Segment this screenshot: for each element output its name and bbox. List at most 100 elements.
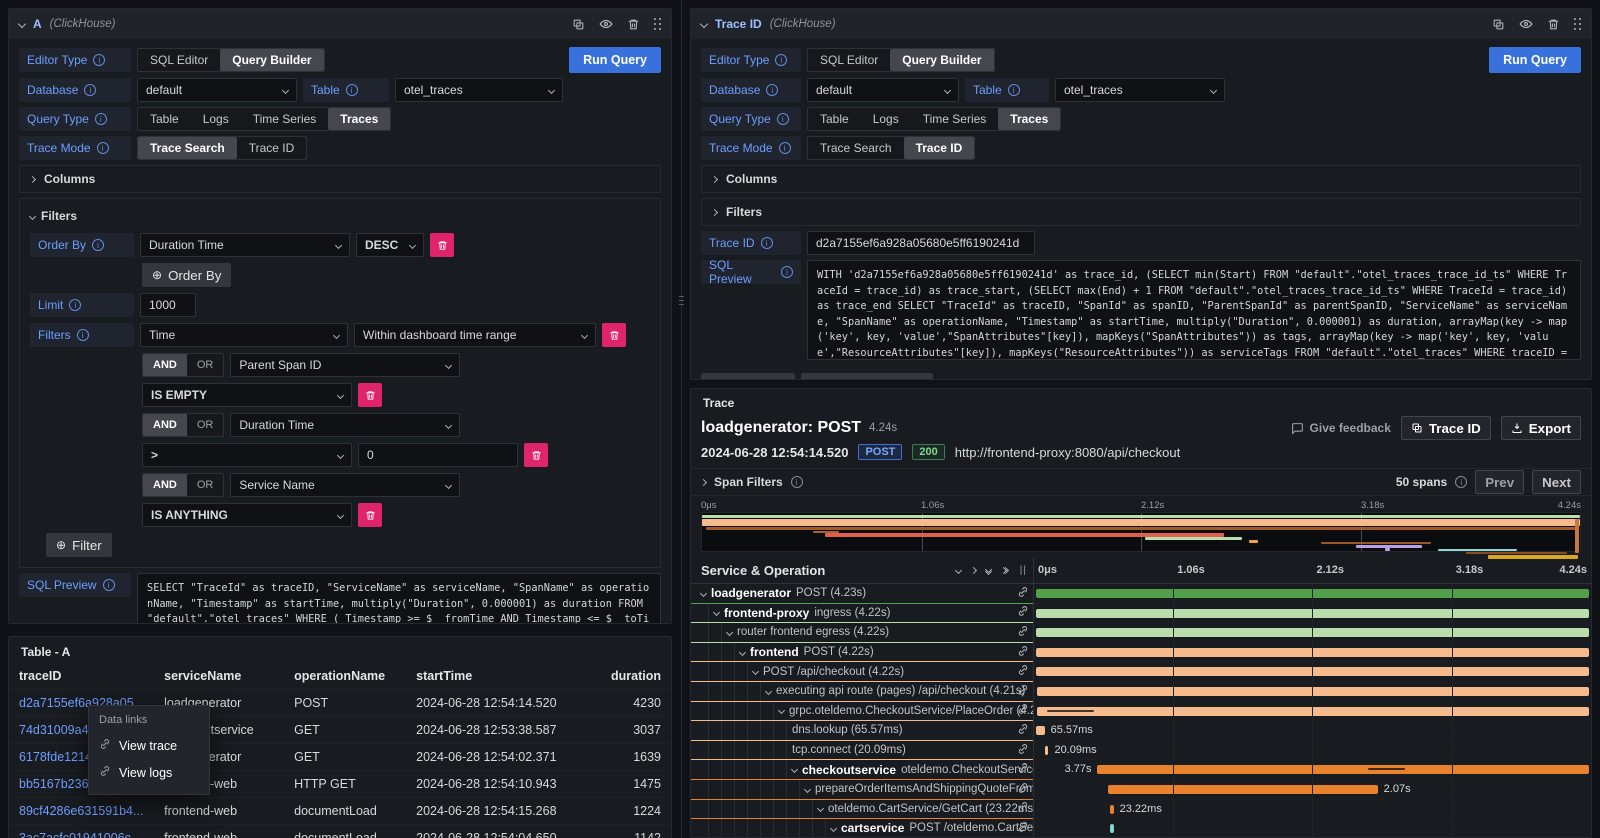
span-bar-cell[interactable] [1033,603,1591,624]
add-query-button[interactable]: +Add query [701,373,796,379]
run-query-button[interactable]: Run Query [1489,47,1581,73]
prev-span-button[interactable]: Prev [1475,470,1525,494]
column-header-traceID[interactable]: traceID [19,669,62,683]
filters-section[interactable]: Filters [701,198,1581,226]
query-type-option-table[interactable]: Table [820,112,849,126]
chevron-down-icon[interactable] [790,766,799,774]
collapse-panel-icon[interactable] [699,19,709,29]
trace-mode-option-trace-search[interactable]: Trace Search [138,137,237,159]
span-link-icon[interactable] [1017,782,1029,797]
columns-section[interactable]: Columns [701,165,1581,193]
filter-field-select[interactable]: Duration Time [230,413,461,437]
span-link-icon[interactable] [1017,703,1029,718]
span-duration-bar[interactable] [1035,608,1590,618]
sql-editor-option[interactable]: SQL Editor [820,53,879,67]
column-header-duration[interactable]: duration [611,669,661,683]
trace-minimap[interactable] [701,512,1581,559]
collapse-panel-icon[interactable] [17,19,27,29]
span-link-icon[interactable] [1017,586,1029,601]
chevron-down-icon[interactable] [777,707,786,715]
query-inspector-button[interactable]: iQuery inspector [801,373,934,379]
span-row[interactable]: POST /api/checkout (4.22s) [691,662,1591,682]
span-duration-bar[interactable] [1035,647,1590,657]
hide-query-icon[interactable] [598,17,613,31]
span-filters-label[interactable]: Span Filters [714,475,783,489]
query-type-option-traces[interactable]: Traces [328,108,391,130]
view-trace-link[interactable]: View trace [99,732,199,759]
query-type-option-logs[interactable]: Logs [202,112,229,126]
span-row[interactable]: cartservice POST /oteldemo.CartService/Ge… [691,819,1591,837]
chevron-down-icon[interactable] [816,805,825,813]
query-panel-trace-id-header[interactable]: Trace ID (ClickHouse) [691,9,1591,39]
query-panel-a-header[interactable]: A (ClickHouse) [9,9,671,39]
span-link-icon[interactable] [1017,684,1029,699]
span-link-icon[interactable] [1017,743,1029,758]
span-bar-cell[interactable] [1033,681,1591,702]
and-or-toggle[interactable]: AND OR [142,413,225,437]
order-by-direction-select[interactable]: DESC [356,233,424,257]
column-header-startTime[interactable]: startTime [416,669,473,683]
span-link-icon[interactable] [1017,625,1029,640]
span-duration-bar[interactable] [1035,628,1590,638]
and-or-toggle[interactable]: AND OR [142,353,225,377]
drag-handle-icon[interactable] [653,17,661,31]
chevron-right-icon[interactable] [699,478,708,486]
export-button[interactable]: Export [1500,416,1581,440]
expand-all-icon[interactable] [999,566,1009,575]
span-row[interactable]: oteldemo.CartService/GetCart (23.22ms) 23… [691,799,1591,820]
add-order-by-button[interactable]: ⊕ Order By [142,263,232,287]
table-select[interactable]: otel_traces [395,78,563,102]
duplicate-query-icon[interactable] [572,18,585,31]
collapse-one-icon[interactable] [954,566,962,575]
query-type-option-time-series[interactable]: Time Series [252,112,317,126]
sql-editor-option[interactable]: SQL Editor [150,53,209,67]
query-type-option-table[interactable]: Table [150,112,179,126]
filter-operator-select[interactable]: IS ANYTHING [142,503,352,527]
cell-traceID[interactable]: 3ac7acfc01941006c... [9,824,155,838]
filter-value-input[interactable]: 0 [358,443,518,467]
expand-one-icon[interactable] [969,566,977,575]
trace-id-button[interactable]: Trace ID [1400,416,1491,440]
span-row[interactable]: router frontend egress (4.22s) [691,623,1591,643]
span-row[interactable]: loadgenerator POST (4.23s) [691,584,1591,604]
trace-id-input[interactable]: d2a7155ef6a928a05680e5ff6190241d [807,231,1035,255]
cell-traceID[interactable]: 89cf4286e631591b4... [9,797,155,825]
query-type-option-traces[interactable]: Traces [998,108,1061,130]
run-query-button[interactable]: Run Query [569,47,661,73]
trace-mode-option-trace-id[interactable]: Trace ID [248,141,295,155]
remove-filter-button[interactable] [358,383,382,407]
filters-section-header[interactable]: Filters [28,205,650,227]
span-bar-cell[interactable] [1033,819,1591,837]
span-link-icon[interactable] [1017,762,1029,777]
span-duration-bar[interactable] [1110,804,1114,814]
chevron-down-icon[interactable] [712,609,721,617]
span-duration-bar[interactable] [1035,667,1590,677]
chevron-down-icon[interactable] [725,628,734,637]
span-duration-bar[interactable] [1037,686,1590,696]
filter-operator-select[interactable]: IS EMPTY [142,383,352,407]
span-bar-cell[interactable]: 65.57ms [1033,721,1591,741]
hide-query-icon[interactable] [1518,17,1533,31]
span-duration-bar[interactable] [1037,706,1590,716]
column-resize-handle[interactable]: || [1019,565,1027,576]
span-row[interactable]: executing api route (pages) /api/checkou… [691,681,1591,702]
database-select[interactable]: default [137,78,297,102]
span-link-icon[interactable] [1017,664,1029,679]
duplicate-query-icon[interactable] [1492,18,1505,31]
span-duration-bar[interactable] [1097,765,1589,775]
table-select[interactable]: otel_traces [1055,78,1225,102]
span-row[interactable]: frontend POST (4.22s) [691,642,1591,663]
span-bar-cell[interactable]: 23.22ms [1033,799,1591,820]
span-bar-cell[interactable]: 3.77s [1033,760,1591,780]
span-bar-cell[interactable] [1033,701,1591,722]
chevron-down-icon[interactable] [803,785,812,793]
chevron-down-icon[interactable] [738,648,747,656]
filter-field-select[interactable]: Parent Span ID [230,353,461,377]
span-row[interactable]: dns.lookup (65.57ms) 65.57ms [691,721,1591,741]
filter-field-select[interactable]: Service Name [230,473,461,497]
and-or-toggle[interactable]: AND OR [142,473,225,497]
trace-mode-option-trace-id[interactable]: Trace ID [903,137,975,159]
next-span-button[interactable]: Next [1532,470,1581,494]
filter-operator-select[interactable]: Within dashboard time range [354,323,596,347]
span-link-icon[interactable] [1017,605,1029,620]
